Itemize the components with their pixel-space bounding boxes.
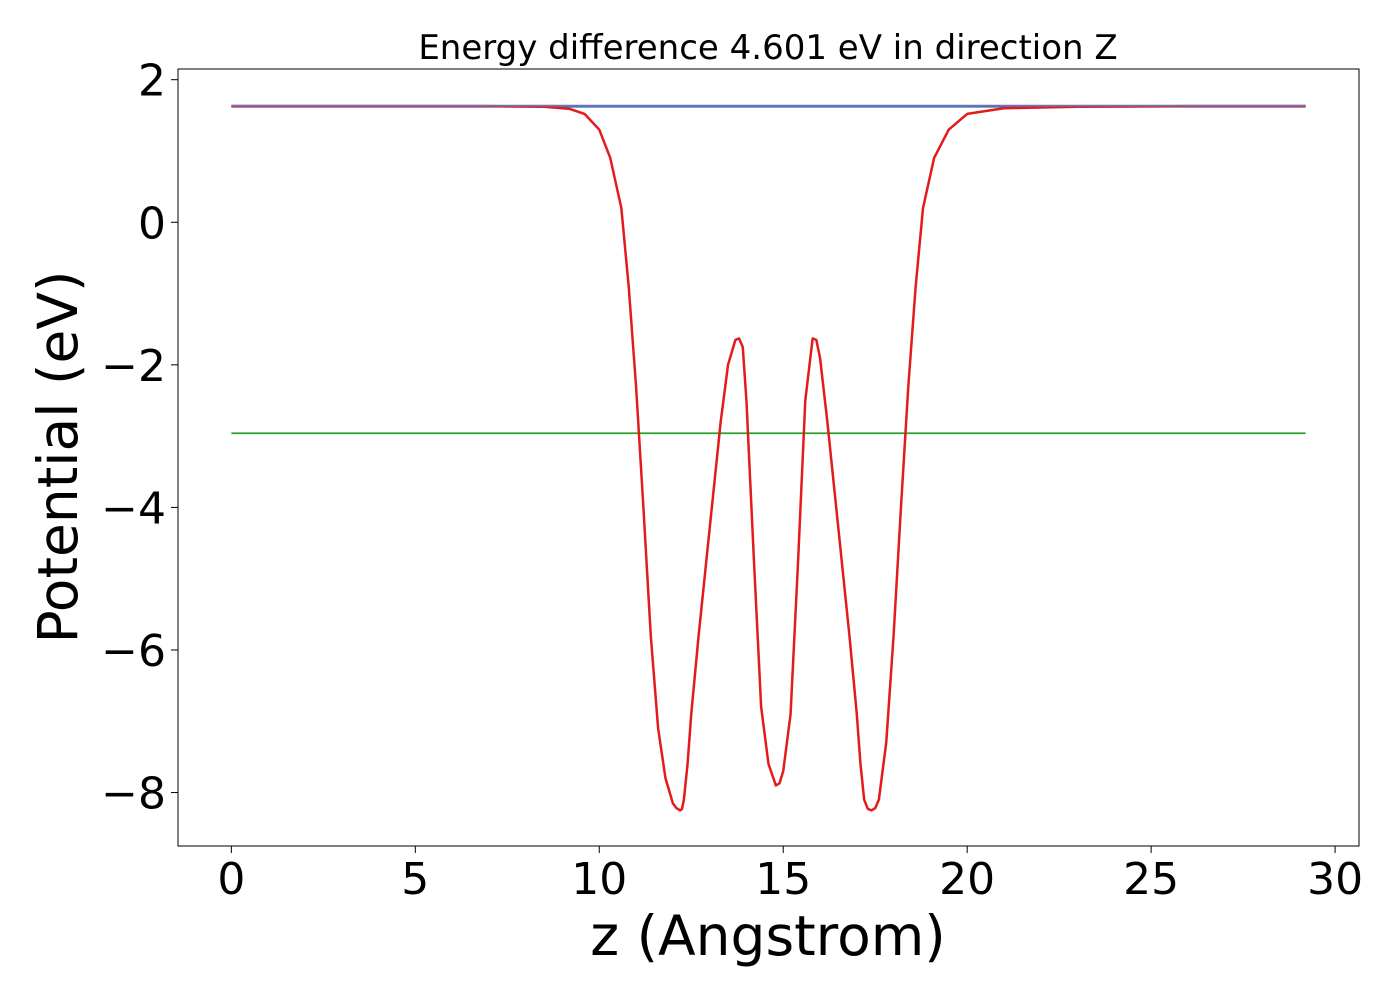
y-axis-ticks: −8 −6 −4 −2 0 2 [101, 56, 178, 820]
x-axis-label: z (Angstrom) [590, 904, 946, 968]
series-line-3 [231, 104, 1306, 812]
y-tick-label: 2 [138, 56, 166, 107]
y-tick-label: −4 [101, 483, 166, 534]
y-tick-label: 0 [138, 198, 166, 249]
x-tick-label: 25 [1123, 854, 1179, 905]
chart-title: Energy difference 4.601 eV in direction … [418, 28, 1117, 68]
x-tick-label: 30 [1307, 854, 1363, 905]
x-tick-label: 15 [755, 854, 811, 905]
x-tick-label: 20 [939, 854, 995, 905]
y-tick-label: −6 [101, 626, 166, 677]
x-tick-label: 5 [401, 854, 429, 905]
plot-area [177, 68, 1360, 847]
x-tick-label: 0 [217, 854, 245, 905]
x-axis-ticks: 0 5 10 15 20 25 30 [217, 846, 1363, 905]
y-axis-label: Potential (eV) [26, 271, 90, 644]
y-tick-label: −8 [101, 769, 166, 820]
series-layer [231, 104, 1306, 812]
x-tick-label: 10 [571, 854, 627, 905]
y-tick-label: −2 [101, 341, 166, 392]
